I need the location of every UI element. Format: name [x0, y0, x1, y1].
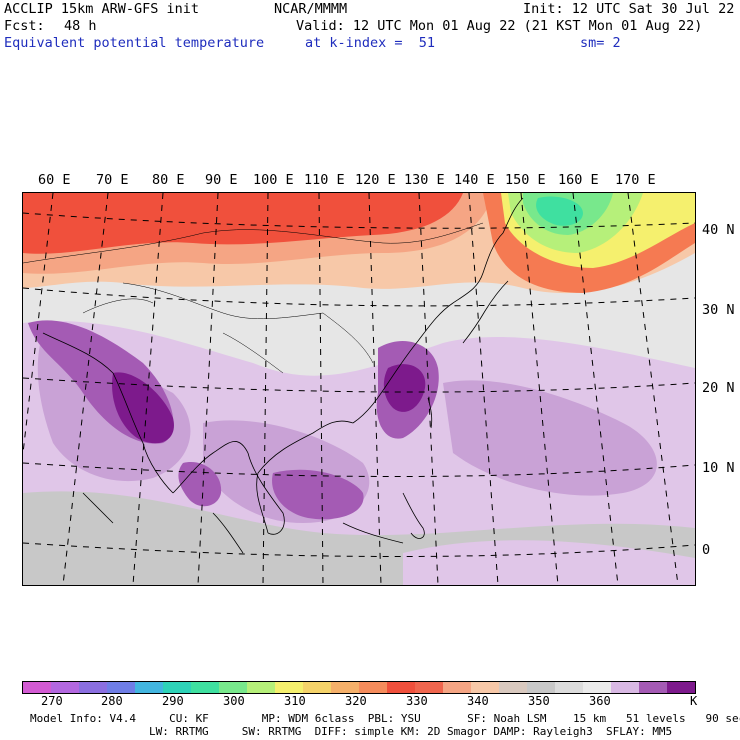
graticule — [23, 193, 695, 585]
colorbar-swatch — [555, 682, 583, 693]
colorbar-swatch — [275, 682, 303, 693]
colorbar-swatch — [331, 682, 359, 693]
footer-physics-info: LW: RRTMG SW: RRTMG DIFF: simple KM: 2D … — [149, 725, 673, 738]
colorbar-swatch — [415, 682, 443, 693]
field-dark-purple-west — [112, 372, 174, 444]
lat-label: 30 N — [702, 302, 735, 318]
lon-label: 130 E — [404, 172, 445, 188]
colorbar-unit: K — [690, 694, 698, 708]
colorbar-swatch — [611, 682, 639, 693]
colorbar-swatch — [135, 682, 163, 693]
lon-label: 110 E — [304, 172, 345, 188]
center-name: NCAR/MMMM — [274, 1, 348, 17]
map-panel — [22, 192, 696, 586]
field-dark-purple-china — [383, 364, 426, 412]
lon-label: 90 E — [205, 172, 238, 188]
map-canvas — [23, 193, 695, 585]
field-purple-core-south — [272, 469, 364, 520]
colorbar-swatch — [387, 682, 415, 693]
model-title: ACCLIP 15km ARW-GFS init — [4, 1, 200, 17]
colorbar-label: 280 — [101, 694, 123, 708]
footer-model-info: Model Info: V4.4 CU: KF MP: WDM 6class P… — [30, 712, 740, 725]
colorbar-swatch — [527, 682, 555, 693]
field-mid-purple-pacific — [443, 380, 657, 496]
colorbar-label: 290 — [162, 694, 184, 708]
valid-time: Valid: 12 UTC Mon 01 Aug 22 (21 KST Mon … — [296, 18, 703, 34]
colorbar-swatch — [191, 682, 219, 693]
colorbar-label: 360 — [589, 694, 611, 708]
field-purple-core-bay — [178, 462, 222, 507]
colorbar-swatch — [443, 682, 471, 693]
colorbar-label: 310 — [284, 694, 306, 708]
lat-label: 40 N — [702, 222, 735, 238]
colorbar-label: 340 — [467, 694, 489, 708]
field-name: Equivalent potential temperature — [4, 35, 265, 51]
lon-label: 70 E — [96, 172, 129, 188]
colorbar-swatch — [359, 682, 387, 693]
forecast-label: Fcst: — [4, 18, 45, 34]
lon-label: 170 E — [615, 172, 656, 188]
lat-label: 0 — [702, 542, 711, 558]
colorbar-swatch — [583, 682, 611, 693]
forecast-hours: 48 h — [64, 18, 97, 34]
colorbar-label: 350 — [528, 694, 550, 708]
coastlines — [42, 197, 524, 554]
colorbar-swatch — [303, 682, 331, 693]
lon-label: 120 E — [355, 172, 396, 188]
colorbar — [22, 681, 696, 694]
lon-label: 150 E — [505, 172, 546, 188]
colorbar-label: 300 — [223, 694, 245, 708]
colorbar-swatch — [79, 682, 107, 693]
colorbar-swatch — [499, 682, 527, 693]
colorbar-label: 320 — [345, 694, 367, 708]
colorbar-label: 330 — [406, 694, 428, 708]
country-borders — [23, 222, 484, 374]
lon-label: 160 E — [558, 172, 599, 188]
colorbar-swatch — [639, 682, 667, 693]
field-teal-ne — [536, 196, 583, 226]
lon-label: 60 E — [38, 172, 71, 188]
level-index: at k-index = 51 — [305, 35, 436, 51]
colorbar-swatch — [107, 682, 135, 693]
smoothing: sm= 2 — [580, 35, 621, 51]
colorbar-swatch — [51, 682, 79, 693]
lat-label: 10 N — [702, 460, 735, 476]
colorbar-swatch — [667, 682, 695, 693]
lat-label: 20 N — [702, 380, 735, 396]
colorbar-swatch — [247, 682, 275, 693]
field-red-north — [23, 193, 463, 254]
colorbar-label: 270 — [41, 694, 63, 708]
colorbar-swatch — [219, 682, 247, 693]
lon-label: 140 E — [454, 172, 495, 188]
colorbar-swatch — [23, 682, 51, 693]
lon-label: 80 E — [152, 172, 185, 188]
init-time: Init: 12 UTC Sat 30 Jul 22 — [523, 1, 735, 17]
field-light-purple-south — [403, 540, 695, 585]
colorbar-swatch — [471, 682, 499, 693]
lon-label: 100 E — [253, 172, 294, 188]
colorbar-swatch — [163, 682, 191, 693]
